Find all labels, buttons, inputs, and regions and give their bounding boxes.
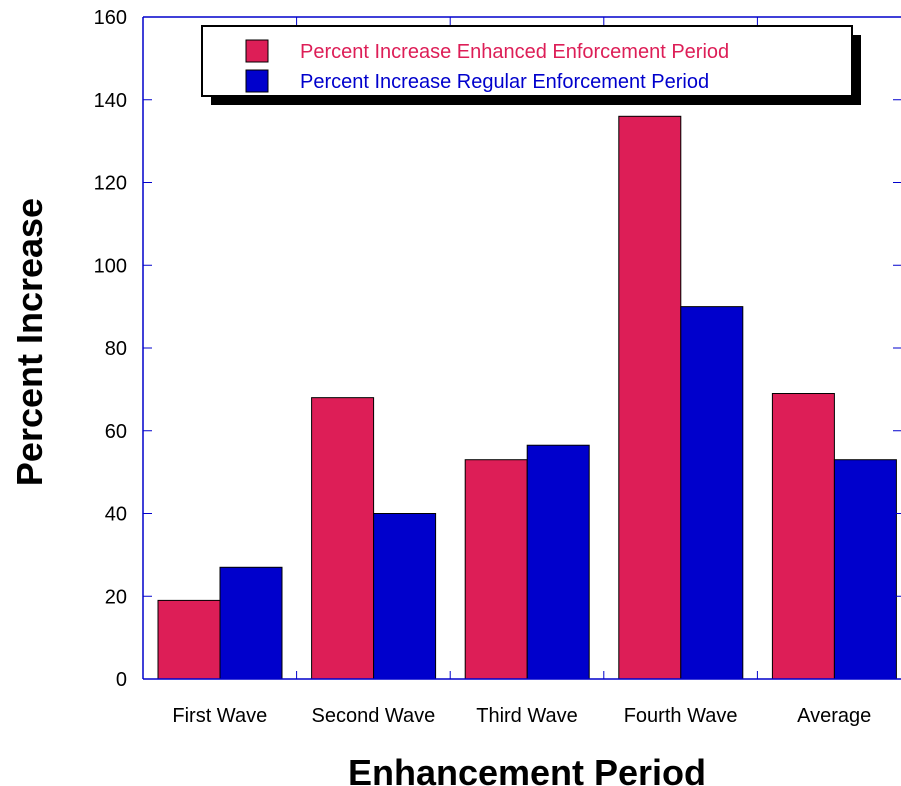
bar-enhanced-3 xyxy=(618,115,682,680)
y-axis-title: Percent Increase xyxy=(9,198,50,486)
x-tick-label: First Wave xyxy=(172,705,267,727)
y-tick-label: 100 xyxy=(94,255,127,277)
bars-layer xyxy=(157,115,897,680)
y-tick-label: 160 xyxy=(94,7,127,29)
legend: Percent Increase Enhanced Enforcement Pe… xyxy=(201,25,861,105)
bar-enhanced-2 xyxy=(464,459,528,680)
bar-regular-0 xyxy=(219,566,283,680)
y-tick-label: 0 xyxy=(116,669,127,691)
x-tick-label: Fourth Wave xyxy=(624,705,738,727)
y-tick-label: 120 xyxy=(94,173,127,195)
bar-enhanced-0 xyxy=(157,599,221,680)
axes-layer xyxy=(142,16,901,680)
legend-swatch-enhanced xyxy=(245,39,269,63)
ticks-layer: First Wave Second Wave Third Wave Fourth Wa… xyxy=(94,7,872,727)
legend-box xyxy=(201,25,853,97)
y-tick-label: 140 xyxy=(94,90,127,112)
legend-label-regular: Percent Increase Regular Enforcement Per… xyxy=(300,71,709,93)
y-tick-label: 40 xyxy=(105,504,127,526)
bar-regular-4 xyxy=(833,459,897,680)
x-tick-label: Second Wave xyxy=(312,705,436,727)
bar-regular-3 xyxy=(680,306,744,680)
legend-label-enhanced: Percent Increase Enhanced Enforcement Pe… xyxy=(300,41,729,63)
x-tick-label: Average xyxy=(797,705,871,727)
y-tick-label: 80 xyxy=(105,338,127,360)
legend-swatch-regular xyxy=(245,69,269,93)
bar-regular-2 xyxy=(526,444,590,680)
y-tick-label: 20 xyxy=(105,586,127,608)
bar-enhanced-4 xyxy=(771,393,835,680)
x-axis-title: Enhancement Period xyxy=(348,752,706,786)
y-tick-label: 60 xyxy=(105,421,127,443)
bar-regular-1 xyxy=(373,513,437,680)
bar-enhanced-1 xyxy=(311,397,375,680)
x-tick-label: Third Wave xyxy=(476,705,578,727)
